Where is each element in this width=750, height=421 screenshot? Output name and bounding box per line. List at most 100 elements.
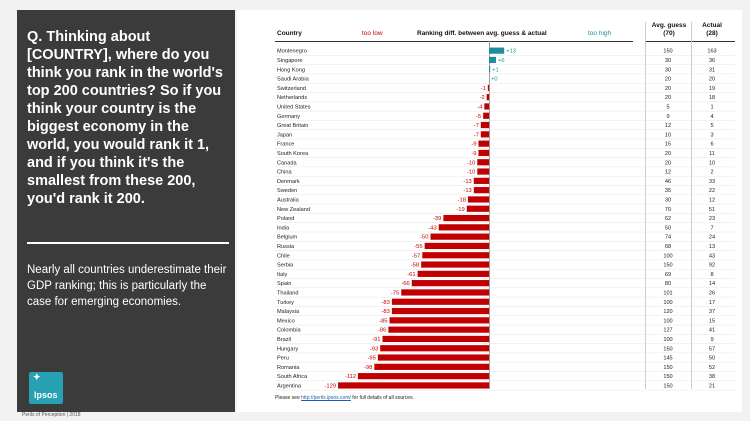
diff-bar <box>489 47 505 54</box>
diff-bar <box>486 94 489 101</box>
diff-value-label: -4 <box>477 104 483 110</box>
diff-bar <box>467 196 489 203</box>
footer-text: Perils of Perception | 2018 <box>22 412 81 418</box>
country-label: Canada <box>277 160 297 166</box>
diff-value-label: -93 <box>370 346 378 352</box>
actual-value: 3 <box>710 132 713 138</box>
actual-value: 36 <box>709 58 715 64</box>
avg-guess-header: Avg. guess <box>651 22 687 29</box>
avg-guess-value: 145 <box>663 356 672 362</box>
diff-bar <box>478 140 489 147</box>
avg-guess-value: 62 <box>665 216 671 222</box>
diff-bar <box>489 56 497 64</box>
actual-value: 4 <box>710 114 713 120</box>
source-link[interactable]: http://perils.ipsos.com/ <box>301 395 351 401</box>
chart-panel: Country too low Ranking diff. between av… <box>237 10 742 412</box>
diff-value-label: -18 <box>458 197 466 203</box>
actual-value: 33 <box>709 179 715 185</box>
country-label: Japan <box>277 132 292 138</box>
avg-guess-subheader: (70) <box>663 30 675 37</box>
actual-value: 2 <box>710 170 713 176</box>
diff-value-label: -85 <box>379 318 387 324</box>
diff-value-label: -75 <box>391 290 399 296</box>
diff-bar <box>473 177 489 184</box>
country-label: Netherlands <box>277 95 307 101</box>
header-rule-right <box>645 41 735 42</box>
avg-guess-value: 74 <box>665 235 671 241</box>
diff-bar <box>480 131 489 138</box>
avg-guess-value: 80 <box>665 281 671 287</box>
avg-guess-value: 68 <box>665 244 671 250</box>
avg-guess-value: 150 <box>663 383 672 389</box>
avg-guess-value: 15 <box>665 142 671 148</box>
country-label: United States <box>277 104 311 110</box>
country-label: Spain <box>277 281 291 287</box>
diff-value-label: -66 <box>401 281 409 287</box>
diff-bar <box>473 187 489 194</box>
avg-guess-value: 100 <box>663 337 672 343</box>
country-label: Great Britain <box>277 123 308 129</box>
actual-value: 17 <box>709 300 715 306</box>
avg-guess-value: 30 <box>665 58 671 64</box>
avg-guess-value: 46 <box>665 179 671 185</box>
avg-guess-value: 12 <box>665 170 671 176</box>
avg-guess-value: 150 <box>663 346 672 352</box>
avg-guess-value: 69 <box>665 272 671 278</box>
diff-value-label: -9 <box>471 151 476 157</box>
actual-value: 10 <box>709 160 715 166</box>
ipsos-logo-mark-icon: ✦ <box>33 372 41 382</box>
diff-value-label: -2 <box>480 95 485 101</box>
ipsos-logo: ✦ Ipsos <box>29 372 63 404</box>
avg-guess-value: 12 <box>665 123 671 129</box>
avg-guess-value: 100 <box>663 300 672 306</box>
diff-value-label: -95 <box>367 356 375 362</box>
diff-value-label: -83 <box>381 300 389 306</box>
diff-bar <box>401 289 489 296</box>
diff-value-label: -1 <box>481 86 486 92</box>
diff-bar <box>380 345 489 352</box>
country-label: Switzerland <box>277 86 306 92</box>
actual-value: 26 <box>709 290 715 296</box>
diff-bar <box>483 112 489 119</box>
diff-bar <box>388 326 489 333</box>
actual-value: 12 <box>709 197 715 203</box>
diff-value-label: -57 <box>412 253 420 259</box>
diff-value-label: -98 <box>364 365 372 371</box>
avg-guess-value: 20 <box>665 151 671 157</box>
avg-guess-value: 50 <box>665 225 671 231</box>
diff-value-label: -43 <box>428 225 436 231</box>
diff-value-label: -5 <box>476 114 481 120</box>
diff-bar <box>382 335 489 343</box>
avg-guess-value: 30 <box>665 67 671 73</box>
avg-guess-value: 70 <box>665 207 671 213</box>
actual-value: 5 <box>710 123 713 129</box>
diff-bar <box>477 168 489 175</box>
diff-value-label: +13 <box>506 49 516 55</box>
diff-value-label: -13 <box>463 179 471 185</box>
diff-bar <box>422 252 489 259</box>
actual-value: 163 <box>707 49 716 55</box>
actual-value: 8 <box>710 272 713 278</box>
actual-value: 41 <box>709 328 715 334</box>
country-label: South Africa <box>277 374 308 380</box>
diff-bar <box>421 261 489 268</box>
diff-value-label: -7 <box>474 123 479 129</box>
diff-value-label: -50 <box>420 235 428 241</box>
country-label: Russia <box>277 244 295 250</box>
diff-bar <box>477 159 489 166</box>
avg-guess-value: 150 <box>663 263 672 269</box>
diff-bar <box>389 317 489 324</box>
avg-guess-value: 150 <box>663 374 672 380</box>
actual-value: 23 <box>709 216 715 222</box>
diff-bar <box>484 103 489 110</box>
diff-value-label: +0 <box>491 77 498 83</box>
actual-value: 1 <box>710 104 713 110</box>
actual-value: 92 <box>709 263 715 269</box>
source-note: Please see http://perils.ipsos.com/ for … <box>275 395 414 401</box>
country-label: Italy <box>277 272 287 278</box>
actual-value: 37 <box>709 309 715 315</box>
diff-header: Ranking diff. between avg. guess & actua… <box>417 30 547 37</box>
avg-guess-value: 101 <box>663 290 672 296</box>
country-label: Turkey <box>277 300 294 306</box>
